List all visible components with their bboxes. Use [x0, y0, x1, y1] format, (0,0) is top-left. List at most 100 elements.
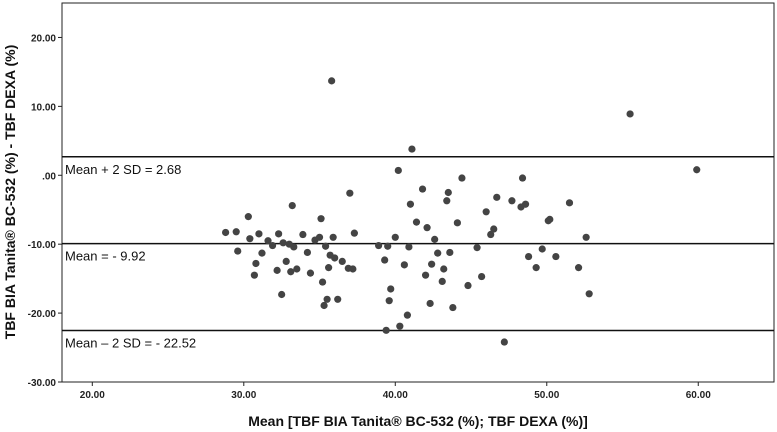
y-tick-label-4: -20.00: [28, 309, 57, 320]
data-point-70: [453, 219, 461, 227]
x-tick-label-4: 60.00: [686, 390, 711, 401]
data-point-30: [323, 295, 331, 303]
data-point-52: [403, 311, 411, 319]
y-tick-label-3: -10.00: [28, 240, 57, 251]
data-point-60: [426, 299, 434, 308]
data-point-61: [428, 260, 436, 268]
data-point-4: [246, 235, 254, 243]
data-point-21: [299, 230, 307, 239]
data-point-72: [464, 281, 472, 290]
data-point-1: [232, 228, 240, 236]
data-point-92: [582, 233, 590, 241]
data-point-65: [440, 265, 448, 273]
data-point-57: [418, 185, 427, 193]
y-tick-label-2: .00: [42, 171, 56, 182]
data-point-29: [321, 242, 330, 250]
data-point-12: [275, 230, 283, 238]
data-point-69: [449, 303, 457, 312]
x-axis-title: Mean [TBF BIA Tanita® BC-532 (%); TBF DE…: [248, 413, 588, 429]
data-point-88: [546, 215, 554, 223]
data-point-39: [346, 189, 354, 197]
data-point-33: [328, 77, 336, 85]
data-point-77: [490, 225, 498, 233]
data-point-49: [394, 166, 402, 175]
data-point-51: [400, 261, 408, 269]
data-point-6: [252, 259, 260, 268]
data-point-82: [518, 174, 527, 182]
data-point-41: [350, 229, 358, 237]
data-points: [222, 77, 701, 346]
data-point-14: [279, 239, 287, 247]
data-point-56: [412, 218, 421, 226]
x-tick-label-0: 20.00: [80, 390, 105, 401]
reference-label-2: Mean – 2 SD = - 22.52: [65, 335, 196, 350]
data-point-31: [325, 264, 333, 272]
data-point-3: [244, 213, 252, 221]
data-point-36: [334, 295, 342, 303]
data-point-34: [329, 233, 337, 241]
data-point-95: [693, 166, 701, 174]
y-axis-title: TBF BIA Tanita® BC-532 (%) - TBF DEXA (%…: [2, 45, 18, 339]
data-point-48: [391, 233, 399, 241]
data-point-89: [552, 252, 560, 261]
data-point-17: [287, 268, 295, 276]
data-point-27: [318, 278, 327, 286]
data-point-37: [338, 257, 346, 266]
data-point-8: [258, 249, 266, 257]
data-point-19: [290, 243, 298, 251]
data-point-13: [278, 290, 286, 299]
reference-labels: Mean + 2 SD = 2.68 Mean = - 9.92 Mean – 2 …: [65, 162, 196, 351]
reference-label-0: Mean + 2 SD = 2.68: [65, 162, 181, 177]
data-point-26: [317, 215, 325, 223]
data-point-42: [375, 241, 383, 250]
reference-label-1: Mean = - 9.92: [65, 249, 146, 264]
data-point-67: [444, 188, 452, 197]
data-point-75: [482, 208, 490, 216]
data-point-22: [303, 248, 312, 257]
data-point-43: [381, 256, 389, 264]
x-tick-label-2: 40.00: [383, 390, 408, 401]
data-point-44: [382, 326, 390, 334]
data-point-7: [255, 230, 263, 238]
data-point-46: [385, 297, 393, 305]
data-point-35: [331, 254, 339, 262]
data-point-0: [222, 228, 230, 237]
x-tick-label-3: 50.00: [534, 390, 559, 401]
data-point-53: [405, 243, 413, 251]
data-point-91: [574, 264, 583, 272]
data-point-62: [431, 235, 439, 243]
data-point-73: [473, 244, 481, 252]
data-point-18: [288, 201, 296, 210]
data-point-78: [493, 193, 501, 201]
y-tick-label-0: 20.00: [31, 33, 56, 44]
data-point-28: [320, 301, 328, 310]
data-point-45: [384, 242, 392, 250]
data-point-15: [282, 257, 290, 266]
data-point-86: [538, 245, 546, 253]
data-point-80: [508, 197, 516, 205]
data-point-2: [234, 247, 242, 255]
data-point-71: [458, 174, 466, 182]
data-point-25: [315, 233, 324, 241]
data-point-76: [487, 230, 495, 239]
data-point-63: [434, 249, 442, 257]
y-tick-label-1: 10.00: [31, 102, 56, 113]
data-point-68: [446, 248, 454, 257]
x-tick-label-1: 30.00: [231, 390, 256, 401]
reference-lines: [62, 156, 774, 332]
data-point-11: [273, 266, 281, 274]
data-point-20: [293, 265, 301, 273]
data-point-50: [396, 322, 404, 330]
data-point-83: [521, 200, 530, 208]
x-axis-ticks: 20.00 30.00 40.00 50.00 60.00: [80, 382, 711, 401]
y-axis-ticks: 20.00 10.00 .00 -10.00 -20.00 -30.00: [28, 33, 62, 389]
data-point-94: [626, 110, 634, 118]
data-point-55: [408, 145, 416, 153]
plot-frame: [61, 2, 775, 383]
data-point-85: [532, 264, 540, 272]
data-point-58: [421, 271, 430, 279]
data-point-54: [406, 200, 415, 208]
data-point-9: [264, 237, 272, 245]
data-point-74: [478, 272, 486, 281]
